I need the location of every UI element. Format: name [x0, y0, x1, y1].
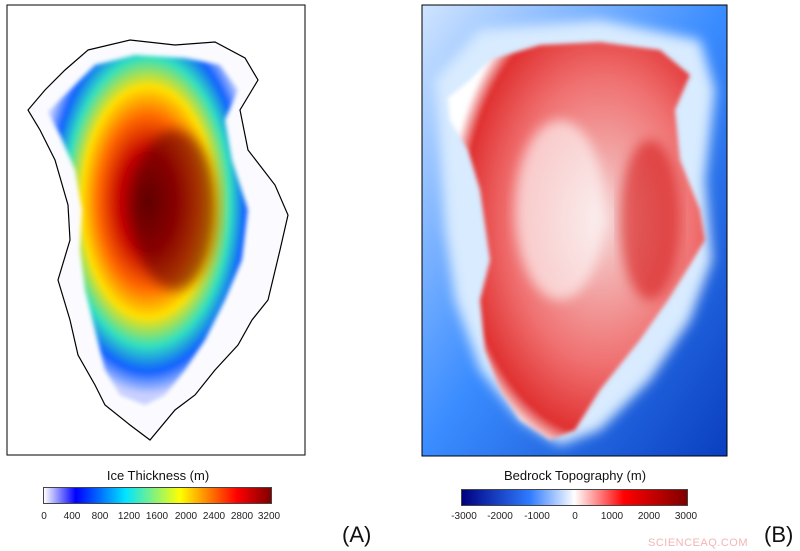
- colorbar-b: [461, 489, 688, 506]
- tick-label: 400: [63, 511, 81, 522]
- tick-label: 800: [91, 511, 109, 522]
- tick-label: 2000: [174, 511, 198, 522]
- tick-label: -2000: [487, 511, 513, 522]
- ice-thickness-map: [6, 4, 728, 457]
- tick-label: 0: [572, 511, 578, 522]
- tick-label: 2400: [202, 511, 226, 522]
- tick-label: 1200: [117, 511, 141, 522]
- bedrock-interior: [515, 120, 605, 300]
- tick-label: 2800: [230, 511, 254, 522]
- tick-label: 3200: [257, 511, 281, 522]
- tick-label: -1000: [524, 511, 550, 522]
- tick-label: 0: [41, 511, 47, 522]
- panel-label-b: (B): [764, 522, 794, 547]
- tick-label: 2000: [637, 511, 661, 522]
- tick-label: 3000: [674, 511, 698, 522]
- bedrock-east-highlands: [620, 140, 680, 300]
- panel-label-a: (A): [342, 522, 372, 547]
- tick-label: -3000: [451, 511, 477, 522]
- colorbar-a: [43, 487, 272, 504]
- ice-core: [133, 130, 217, 290]
- colorbar-a-title: Ice Thickness (m): [106, 468, 210, 483]
- watermark: SCIENCEAQ.COM: [648, 537, 749, 549]
- tick-label: 1600: [145, 511, 169, 522]
- tick-label: 1000: [600, 511, 624, 522]
- colorbar-b-title: Bedrock Topography (m): [503, 468, 647, 483]
